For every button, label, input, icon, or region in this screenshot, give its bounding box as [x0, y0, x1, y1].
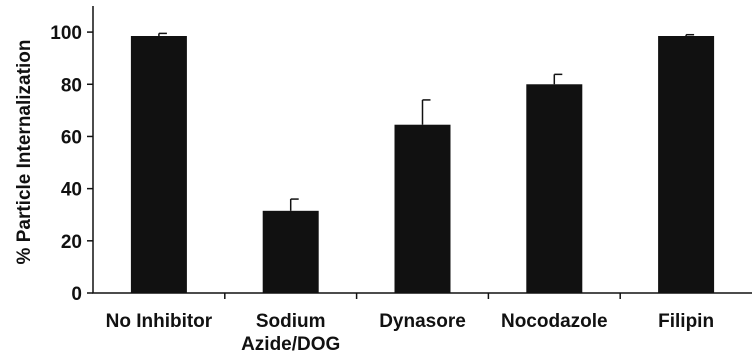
- y-tick-label: 40: [61, 180, 82, 201]
- x-category-label: Dynasore: [379, 311, 466, 332]
- x-category-label: Filipin: [658, 311, 714, 332]
- bar: [394, 124, 451, 293]
- bar: [526, 84, 583, 293]
- bars: [130, 36, 715, 293]
- error-bar: [158, 32, 167, 37]
- bar: [658, 36, 715, 293]
- x-category-label: No Inhibitor: [106, 311, 213, 332]
- error-bars: [158, 32, 695, 211]
- x-axis: No Inhibitor Sodium Azide/DOG Dynasore Nocod…: [106, 293, 714, 355]
- bar: [130, 36, 187, 293]
- error-bar: [289, 198, 299, 211]
- y-axis-title: % Particle Internalization: [14, 40, 35, 265]
- error-bar: [421, 99, 431, 125]
- y-tick-label: 60: [61, 127, 82, 148]
- error-bar: [553, 73, 563, 85]
- x-category-label: Nocodazole: [501, 311, 608, 332]
- axis-lines: [92, 6, 752, 294]
- y-axis: 0 20 40 60 80 100: [50, 23, 93, 305]
- x-category-label: Sodium Azide/DOG: [241, 311, 340, 355]
- y-tick-label: 100: [50, 23, 82, 44]
- y-tick-label: 0: [71, 284, 82, 305]
- y-tick-label: 80: [61, 75, 82, 96]
- bar: [262, 210, 319, 293]
- y-tick-label: 20: [61, 232, 82, 253]
- error-bar: [685, 33, 695, 37]
